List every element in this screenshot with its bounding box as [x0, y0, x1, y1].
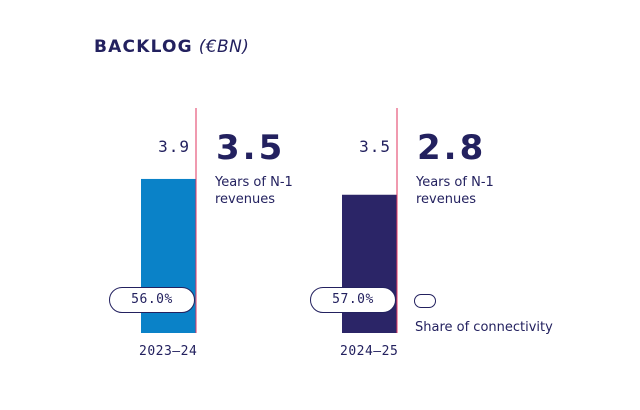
category-label-1: 2024–25 [340, 344, 399, 359]
years-of-revenue-value-1: 2.8 [417, 128, 487, 168]
chart-title: BACKLOG (€BN) [94, 37, 249, 57]
chart-title-unit: (€BN) [198, 37, 250, 57]
years-of-revenue-caption-0: Years of N-1 revenues [215, 175, 293, 207]
category-label-0: 2023–24 [139, 344, 198, 359]
legend-share-of-connectivity: Share of connectivity [415, 320, 553, 335]
years-of-revenue-caption-1: Years of N-1 revenues [416, 175, 494, 207]
share-pill-0: 56.0% [109, 287, 195, 313]
years-of-revenue-value-0: 3.5 [216, 128, 286, 168]
share-pill-1: 57.0% [310, 287, 396, 313]
chart-title-main: BACKLOG [94, 37, 193, 57]
legend-pill-swatch [414, 294, 436, 308]
bar-value-label-1: 3.5 [359, 137, 391, 156]
bar-value-label-0: 3.9 [158, 137, 190, 156]
